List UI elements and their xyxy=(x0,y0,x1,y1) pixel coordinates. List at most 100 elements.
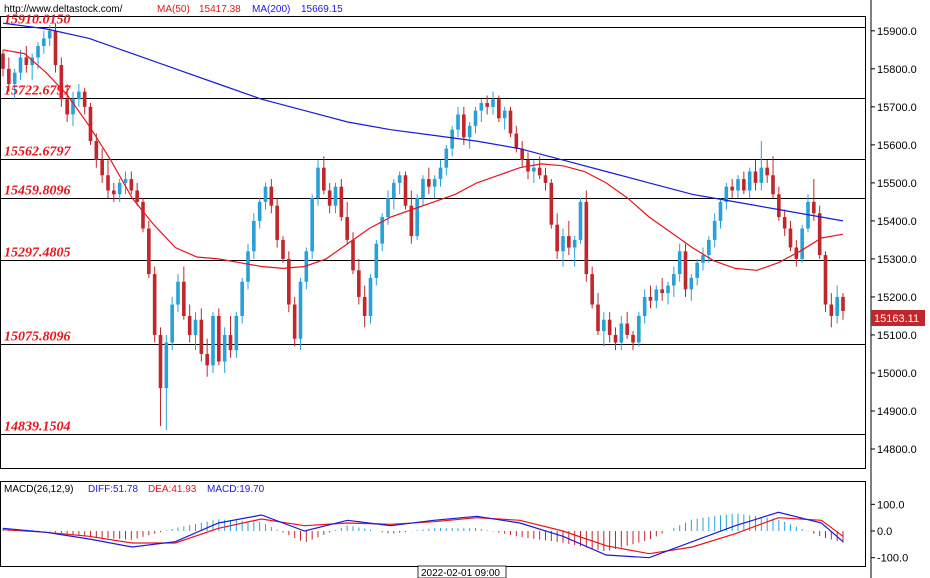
candle-body xyxy=(287,258,291,305)
candle-body xyxy=(689,277,694,290)
macd-tick-label: -100.0 xyxy=(877,553,908,565)
ma50-label: MA(50) xyxy=(157,4,190,15)
price-tick-label: 14800.0 xyxy=(877,444,917,456)
current-price-label: 15163.11 xyxy=(874,313,919,325)
candle-body xyxy=(263,186,268,202)
candle-body xyxy=(432,179,437,187)
candle-body xyxy=(712,220,717,240)
main-plot-frame xyxy=(0,16,866,469)
candle-body xyxy=(648,296,653,301)
candle-body xyxy=(462,114,466,138)
candle-body xyxy=(537,167,542,176)
ma50-value: 15417.38 xyxy=(199,4,241,15)
macd-title: MACD(26,12,9) xyxy=(4,484,73,495)
price-tick-label: 15100.0 xyxy=(877,330,917,342)
macd-diff-label: DIFF:51.78 xyxy=(88,484,138,495)
candle-body xyxy=(339,186,344,218)
candle-body xyxy=(36,46,40,58)
current-price-badge xyxy=(871,310,925,326)
candle-body xyxy=(660,289,664,294)
candle-body xyxy=(42,38,46,47)
candle-body xyxy=(112,190,116,195)
candle-body xyxy=(561,236,565,252)
macd-axis-ticks: 100.0 0.0 -100.0 xyxy=(871,499,908,565)
candle-body xyxy=(182,281,186,316)
macd-dea-line xyxy=(2,517,844,555)
candle-body xyxy=(596,304,600,332)
candle-body xyxy=(176,281,180,305)
level-label: 15075.8096 xyxy=(4,330,71,345)
price-tick-label: 14900.0 xyxy=(877,406,917,418)
candle-body xyxy=(409,205,414,237)
ma200-value: 15669.15 xyxy=(301,4,343,15)
candle-body xyxy=(777,194,781,218)
candle-body xyxy=(65,99,69,115)
candle-body xyxy=(532,167,536,172)
candle-body xyxy=(205,353,209,366)
candle-body xyxy=(71,99,75,115)
candle-body xyxy=(53,30,58,66)
candle-body xyxy=(800,228,804,259)
candle-body xyxy=(829,304,834,316)
candle-body xyxy=(724,186,729,202)
level-labels: 15910.0150 15722.6797 15562.6797 15459.8096… xyxy=(4,13,72,435)
level-label: 14839.1504 xyxy=(4,420,71,435)
candle-body xyxy=(771,175,775,195)
candle-body xyxy=(508,110,513,134)
candle-body xyxy=(304,251,309,282)
candle-body xyxy=(193,319,198,335)
candle-body xyxy=(427,179,431,187)
candle-body xyxy=(199,319,204,354)
candle-body xyxy=(327,190,332,206)
candle-body xyxy=(152,274,157,335)
candle-body xyxy=(701,255,705,263)
candle-body xyxy=(747,171,752,191)
candle-body xyxy=(491,99,495,107)
candle-body xyxy=(135,190,139,202)
candle-body xyxy=(252,220,256,252)
candle-body xyxy=(549,182,554,225)
candle-body xyxy=(619,323,624,343)
ma200-label: MA(200) xyxy=(252,4,290,15)
candle-body xyxy=(637,315,641,343)
candle-body xyxy=(397,175,402,183)
candle-body xyxy=(47,30,52,39)
candle-body xyxy=(222,334,227,362)
candle-body xyxy=(211,315,215,366)
candle-body xyxy=(322,167,326,191)
price-tick-label: 15000.0 xyxy=(877,368,917,380)
level-label: 15459.8096 xyxy=(4,184,71,199)
candle-body xyxy=(642,296,647,316)
candle-body xyxy=(812,201,816,214)
candle-body xyxy=(765,167,769,176)
candle-body xyxy=(438,167,443,180)
price-tick-label: 15200.0 xyxy=(877,292,917,304)
candle-body xyxy=(555,224,559,252)
candle-body xyxy=(240,281,244,316)
price-tick-label: 15800.0 xyxy=(877,64,917,76)
candle-body xyxy=(683,251,688,290)
candle-body xyxy=(631,334,635,343)
candle-body xyxy=(351,239,355,271)
level-label: 15297.4805 xyxy=(4,246,71,261)
candle-body xyxy=(292,304,297,339)
candle-body xyxy=(403,175,408,206)
candle-body xyxy=(246,251,250,282)
candle-body xyxy=(298,281,303,339)
candle-body xyxy=(742,179,746,191)
candle-body xyxy=(736,179,740,191)
candle-body xyxy=(788,228,793,248)
candle-body xyxy=(7,68,11,85)
candle-body xyxy=(1,53,5,69)
candle-body xyxy=(228,334,233,351)
candle-body xyxy=(24,57,29,66)
candle-body xyxy=(421,179,425,199)
candle-body xyxy=(753,171,758,183)
candle-body xyxy=(835,296,839,316)
macd-value-label: MACD:19.70 xyxy=(207,484,265,495)
level-label: 15562.6797 xyxy=(4,145,72,160)
candle-body xyxy=(473,110,478,126)
candle-body xyxy=(117,182,122,195)
candle-body xyxy=(392,182,396,199)
